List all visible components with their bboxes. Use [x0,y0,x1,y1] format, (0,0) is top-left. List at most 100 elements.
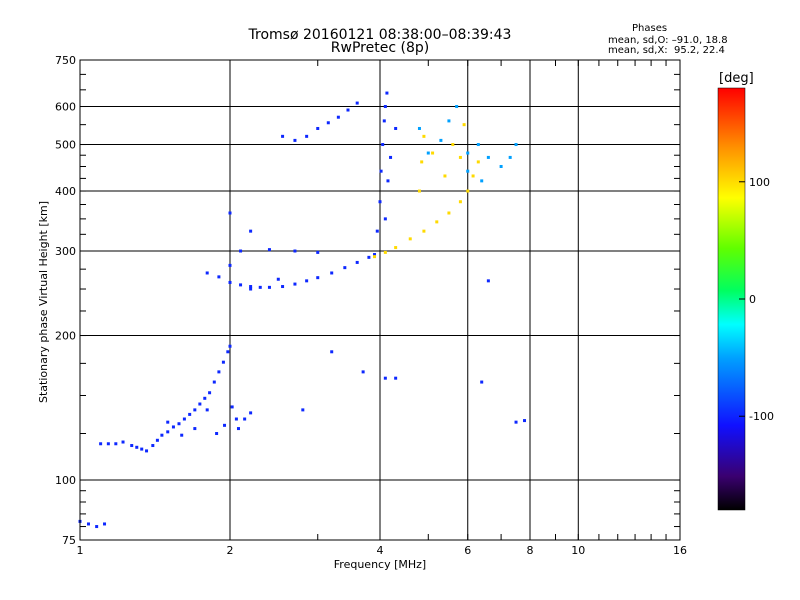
data-point [466,151,470,155]
data-point [316,250,320,254]
data-point [228,280,232,284]
data-point [417,189,421,193]
data-point [215,432,219,436]
data-point [355,101,359,105]
y-tick-label: 75 [62,534,76,547]
y-tick-label: 750 [55,54,76,67]
data-point [514,420,518,424]
data-point [267,248,271,252]
data-point [394,376,398,380]
data-point [476,143,480,147]
data-point [458,155,462,159]
data-point [239,283,243,287]
data-point [486,155,490,159]
data-point [382,119,386,123]
data-point [381,143,385,147]
data-point [305,279,309,283]
data-point [394,126,398,130]
data-point [375,229,379,233]
data-point [228,211,232,215]
data-point [383,105,387,109]
data-point [383,250,387,254]
data-point [166,420,170,424]
data-point [203,396,207,400]
data-point [103,522,107,526]
data-point [243,417,247,421]
data-point [346,108,350,112]
data-point [223,423,227,427]
data-point [367,255,371,259]
axis-ticks: 1 2 4 6 8 10 16 75 100 200 300 400 500 600 750 [55,54,687,557]
data-point [361,370,365,374]
data-point [508,155,512,159]
y-tick-label: 200 [55,330,76,343]
data-point [249,411,253,415]
data-point [476,160,480,164]
data-point [198,402,202,406]
data-point [443,174,447,178]
data-point [193,408,197,412]
data-point [234,417,238,421]
data-point [355,260,359,264]
data-point [293,249,297,253]
data-point [330,271,334,275]
data-point [447,211,451,215]
data-point [208,391,212,395]
data-point [373,253,377,257]
data-point [205,271,209,275]
data-point [180,433,184,437]
data-point [326,121,330,125]
y-axis-label: Stationary phase Virtual Height [km] [37,201,50,403]
data-point [389,155,393,159]
x-tick-label: 10 [571,544,585,557]
data-point [177,422,181,426]
data-point [431,151,435,155]
data-point [422,229,426,233]
x-axis-label: Frequency [MHz] [334,558,426,571]
x-tick-label: 2 [227,544,234,557]
data-point [151,444,155,448]
data-point [281,285,285,289]
data-point [422,134,426,138]
chart-subtitle: RwPretec (8p) [330,40,430,56]
data-point [426,151,430,155]
data-point [212,380,216,384]
data-point [145,449,149,453]
data-point [193,427,197,431]
data-point [205,408,209,412]
y-tick-label: 500 [55,139,76,152]
colorbar-ticks: -100 0 100 [739,176,774,423]
x-tick-label: 4 [377,544,384,557]
data-point [466,169,470,173]
x-tick-label: 16 [673,544,687,557]
colorbar-tick-label: -100 [749,410,774,423]
data-point [281,134,285,138]
data-point [217,370,221,374]
data-point [480,380,484,384]
data-point [188,412,192,416]
data-point [228,263,232,267]
data-point [267,285,271,289]
data-point [276,277,280,281]
data-point [99,442,103,446]
data-point [394,246,398,250]
data-point [182,417,186,421]
x-tick-label: 8 [527,544,534,557]
colorbar-tick-label: 100 [749,176,770,189]
data-point [249,229,253,233]
data-point [471,174,475,178]
data-point [135,445,139,449]
data-point [301,408,305,412]
data-point [140,447,144,451]
data-point [258,285,262,289]
data-point [217,275,221,279]
y-tick-label: 400 [55,185,76,198]
data-point [383,376,387,380]
data-point [293,138,297,142]
data-point [226,350,230,354]
data-point [230,405,234,409]
data-point [455,105,459,109]
data-point [451,143,455,147]
data-point [249,287,253,291]
colorbar-label: [deg] [719,71,754,86]
